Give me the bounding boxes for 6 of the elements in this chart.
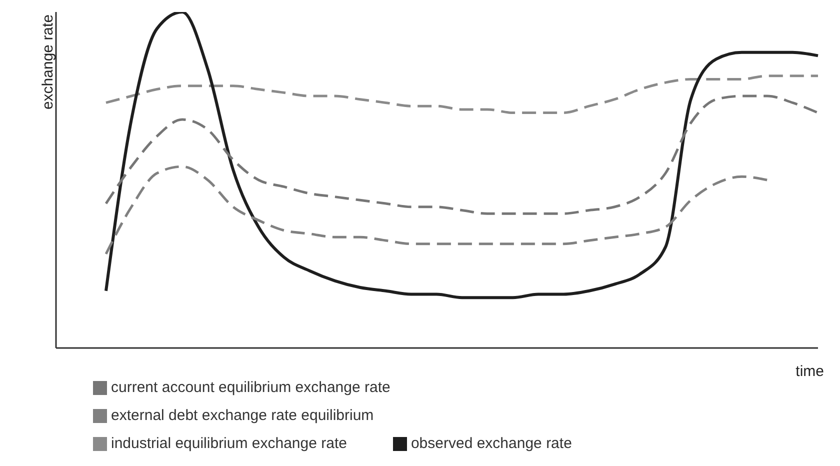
- legend-label: current account equilibrium exchange rate: [111, 379, 390, 396]
- x-axis-title: time: [796, 363, 824, 380]
- legend-label: observed exchange rate: [410, 435, 572, 452]
- y-axis-title: exchange rate: [40, 14, 57, 110]
- legend-label: external debt exchange rate equilibrium: [111, 407, 374, 424]
- legend-label: industrial equilibrium exchange rate: [111, 435, 347, 452]
